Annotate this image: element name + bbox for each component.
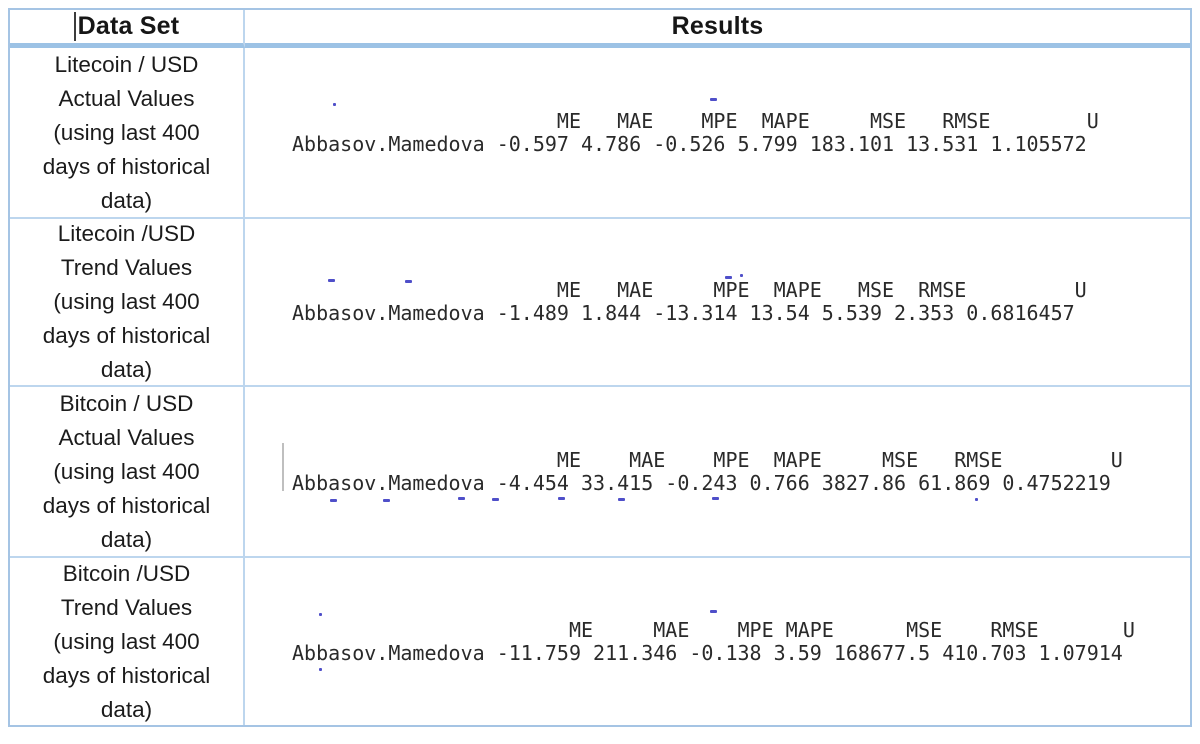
metrics-values-line: Abbasov.Mamedova -1.489 1.844 -13.314 13… (292, 301, 1075, 325)
text-cursor-bar (282, 443, 284, 491)
dataset-cell-litecoin-actual[interactable]: Litecoin / USD Actual Values (using last… (10, 48, 245, 217)
artifact-mark (710, 98, 717, 101)
dataset-cell-bitcoin-trend[interactable]: Bitcoin /USD Trend Values (using last 40… (10, 556, 245, 725)
artifact-mark (383, 499, 390, 502)
metrics-header-line: ME MAE MPE MAPE MSE RMSE U (292, 617, 1135, 642)
artifact-mark (740, 274, 743, 277)
metrics-values-line: Abbasov.Mamedova -4.454 33.415 -0.243 0.… (292, 470, 1111, 495)
artifact-mark (319, 668, 322, 671)
results-cell-bitcoin-trend[interactable]: ME MAE MPE MAPE MSE RMSE U Abbasov.Mamed… (245, 556, 1190, 725)
artifact-mark (458, 497, 465, 500)
artifact-mark (319, 613, 322, 616)
dataset-label: Litecoin /USD Trend Values (using last 4… (42, 221, 211, 382)
artifact-mark (328, 279, 335, 282)
results-cell-litecoin-actual[interactable]: ME MAE MPE MAPE MSE RMSE U Abbasov.Mamed… (245, 48, 1190, 217)
artifact-mark (333, 103, 336, 106)
artifact-mark (405, 280, 412, 283)
metrics-header-line: ME MAE MPE MAPE MSE RMSE U (292, 108, 1099, 133)
artifact-mark (712, 497, 719, 500)
header-cell-results[interactable]: Results (245, 10, 1190, 48)
metrics-values-line: Abbasov.Mamedova -0.597 4.786 -0.526 5.7… (292, 131, 1087, 156)
artifact-mark (725, 276, 732, 279)
artifact-mark (710, 610, 717, 613)
artifact-mark (975, 498, 978, 501)
header-results-label: Results (671, 12, 764, 40)
results-cell-bitcoin-actual[interactable]: ME MAE MPE MAPE MSE RMSE U Abbasov.Mamed… (245, 385, 1190, 556)
text-cursor (73, 12, 76, 41)
results-table: Data Set Results Litecoin / USD Actual V… (8, 8, 1192, 727)
artifact-mark (492, 498, 499, 501)
artifact-mark (330, 499, 337, 502)
dataset-label: Litecoin / USD Actual Values (using last… (42, 51, 211, 213)
dataset-cell-litecoin-trend[interactable]: Litecoin /USD Trend Values (using last 4… (10, 217, 245, 385)
artifact-mark (618, 498, 625, 501)
metrics-header-line: ME MAE MPE MAPE MSE RMSE U (292, 447, 1123, 472)
dataset-label: Bitcoin /USD Trend Values (using last 40… (42, 560, 211, 722)
metrics-header-line: ME MAE MPE MAPE MSE RMSE U (292, 278, 1087, 302)
results-cell-litecoin-trend[interactable]: ME MAE MPE MAPE MSE RMSE U Abbasov.Mamed… (245, 217, 1190, 385)
dataset-label: Bitcoin / USD Actual Values (using last … (42, 390, 211, 552)
dataset-cell-bitcoin-actual[interactable]: Bitcoin / USD Actual Values (using last … (10, 385, 245, 556)
header-cell-data-set[interactable]: Data Set (10, 10, 245, 48)
header-data-set-label: Data Set (77, 12, 180, 40)
artifact-mark (558, 497, 565, 500)
metrics-values-line: Abbasov.Mamedova -11.759 211.346 -0.138 … (292, 640, 1123, 665)
